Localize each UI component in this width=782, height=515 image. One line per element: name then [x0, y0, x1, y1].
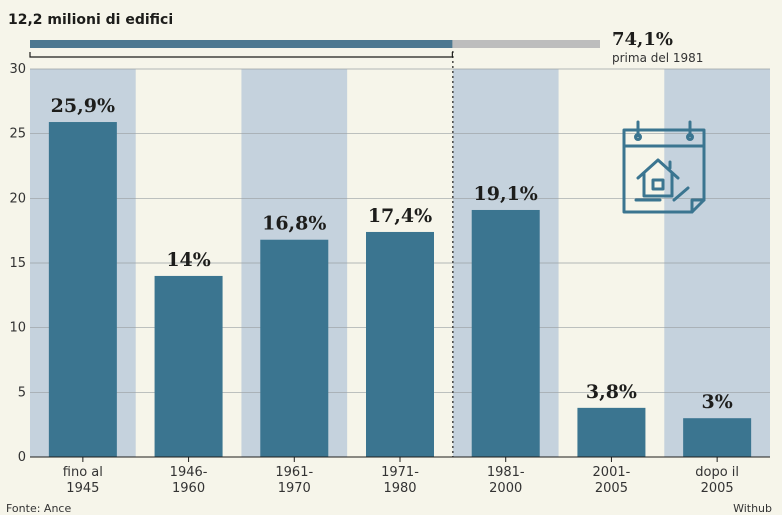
share-value: 74,1%: [612, 29, 673, 50]
y-tick-label: 10: [9, 321, 26, 336]
bar: [48, 122, 117, 457]
bar: [154, 275, 223, 457]
x-category-label: 1971-: [381, 465, 419, 480]
x-category-label: dopo il: [695, 465, 739, 480]
y-tick-label: 30: [9, 62, 26, 77]
source-note: Fonte: Ance: [6, 502, 72, 515]
y-tick-label: 15: [9, 256, 26, 271]
bar-data-label: 3%: [702, 391, 733, 413]
share-caption: prima del 1981: [612, 51, 704, 65]
bar-data-label: 14%: [166, 249, 211, 271]
x-category-label: 2005: [595, 481, 628, 496]
bar-data-label: 17,4%: [368, 205, 432, 227]
x-category-label: 1946-: [170, 465, 208, 480]
chart-subtitle: 12,2 milioni di edifici: [8, 12, 174, 28]
progress-fill: [30, 40, 453, 48]
bar: [683, 418, 752, 457]
bar: [366, 231, 434, 457]
x-category-label: 1961-: [275, 465, 313, 480]
x-category-label: 2005: [701, 481, 734, 496]
calendar-house-icon: [614, 116, 714, 216]
x-category-label: 1970: [278, 481, 311, 496]
bar-data-label: 19,1%: [474, 183, 538, 205]
y-tick-label: 5: [18, 385, 26, 400]
x-category-label: 1981-: [487, 465, 525, 480]
bar-data-label: 16,8%: [262, 213, 326, 235]
x-category-label: 1945: [66, 481, 99, 496]
y-tick-label: 25: [9, 127, 26, 142]
bar: [577, 407, 646, 457]
x-category-label: 2001-: [593, 465, 631, 480]
x-category-label: fino al: [63, 465, 103, 480]
x-category-label: 2000: [489, 481, 522, 496]
bar: [471, 209, 540, 457]
x-category-label: 1960: [172, 481, 205, 496]
bar-data-label: 25,9%: [51, 95, 115, 117]
y-tick-label: 20: [9, 191, 26, 206]
x-category-label: 1980: [383, 481, 416, 496]
progress-bracket: [29, 52, 453, 58]
bar: [260, 239, 329, 457]
bar-data-label: 3,8%: [586, 381, 637, 403]
credit-note: Withub: [733, 502, 772, 515]
y-tick-label: 0: [18, 450, 26, 465]
